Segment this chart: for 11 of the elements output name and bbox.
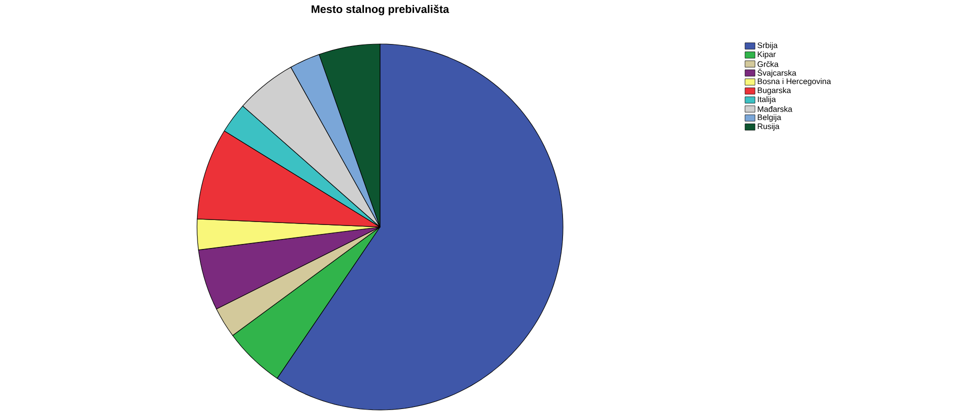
legend-label: Grčka — [758, 61, 779, 67]
legend-label: Belgija — [758, 114, 782, 122]
legend-label: Kipar — [758, 51, 776, 59]
legend-label: Mađarska — [758, 106, 792, 112]
legend-label: Bosna i Hercegovina — [758, 78, 832, 86]
legend-label: Švajcarska — [758, 68, 796, 78]
legend-label: Italija — [758, 96, 776, 104]
legend-label: Bugarska — [758, 87, 791, 95]
legend-label: Srbija — [758, 42, 778, 50]
legend-label: Rusija — [758, 123, 780, 131]
chart-title: Mesto stalnog prebivališta — [312, 4, 450, 16]
